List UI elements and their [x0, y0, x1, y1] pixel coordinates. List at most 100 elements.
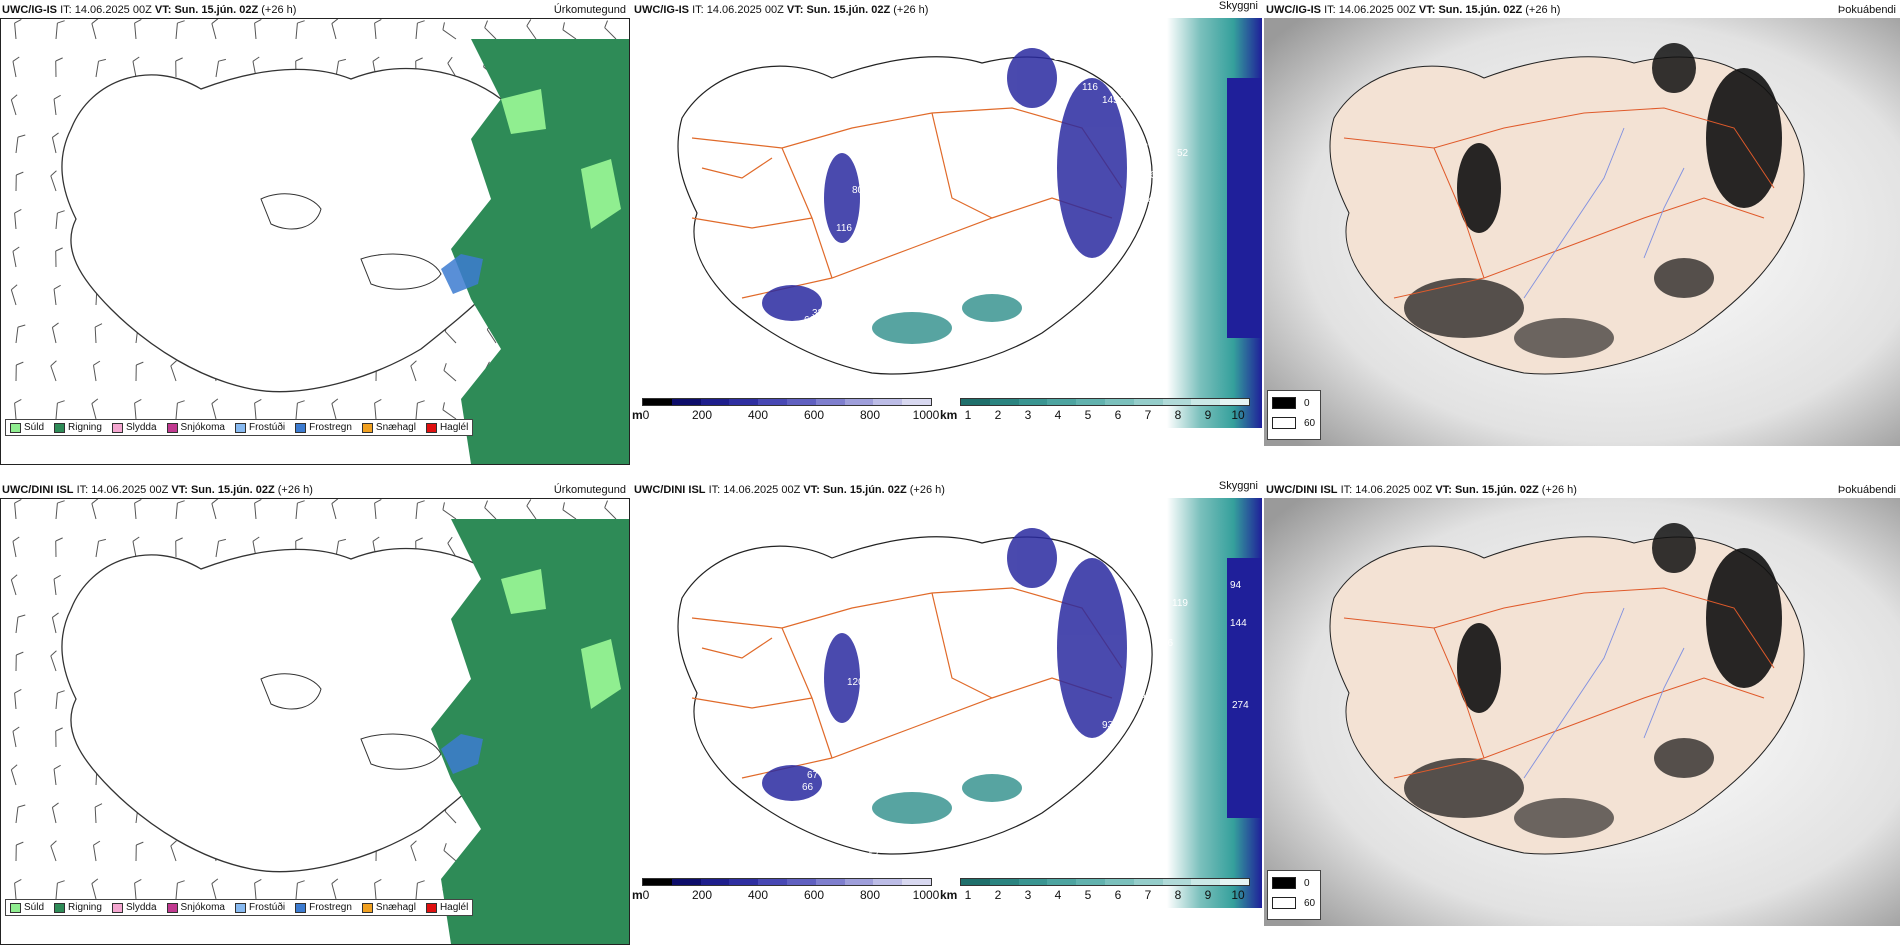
visibility-label: 256 [1132, 102, 1149, 113]
visibility-label: 145 [1102, 95, 1119, 106]
wind-barb [51, 322, 59, 344]
drizzle-area [501, 89, 621, 229]
precip-map: Súld Rigning Slydda Snjókoma Frostúði Frostre… [0, 18, 630, 465]
wind-barb [410, 840, 417, 862]
colorbar-swatch [1220, 879, 1249, 885]
wind-barb [211, 878, 219, 900]
wind-barb [374, 879, 382, 900]
visibility-label: 25 [924, 352, 936, 363]
legend-swatch [234, 422, 246, 433]
glacier-outline [260, 673, 322, 710]
wind-barb [15, 614, 26, 634]
model-name: UWC/IG-IS [1266, 4, 1321, 16]
rivers [1523, 607, 1685, 779]
legend-label: Frostregn [309, 422, 352, 433]
wind-barb [55, 210, 65, 230]
wind-barb [415, 400, 425, 420]
glacier-outline [360, 253, 442, 290]
lead-time: (+26 h) [1541, 484, 1577, 496]
wind-barb [175, 57, 183, 78]
fog-legend-swatch [1272, 877, 1296, 889]
colorbar-swatch [1162, 879, 1192, 885]
visibility-label: 106 [1110, 532, 1127, 543]
colorbar-swatch [786, 399, 816, 405]
colorbar-swatch [1104, 879, 1134, 885]
vt-value: Sun. 15.jún. 02Z [1454, 484, 1539, 496]
wind-barb [53, 764, 61, 786]
wind-barb [526, 19, 537, 40]
visibility-label: 29 [1054, 52, 1066, 63]
wind-barb [254, 399, 262, 420]
wind-barb [12, 56, 20, 78]
it-value: 14.06.2025 00Z [723, 484, 801, 496]
colorbar-tick: 8 [1174, 408, 1182, 422]
visibility-label: 62 [1154, 648, 1166, 659]
legend-item: Snjókoma [166, 902, 225, 913]
visibility-label: 17 [868, 850, 880, 861]
rivers [1523, 127, 1685, 299]
legend-swatch [425, 902, 437, 913]
visibility-label: 52 [1177, 148, 1189, 159]
colorbar-tick: 400 [747, 408, 769, 422]
vt-label: VT: [803, 484, 820, 496]
wind-barb [55, 537, 63, 558]
colorbar-swatch [815, 879, 845, 885]
visibility-label: 35 [938, 370, 950, 381]
colorbar-swatch [786, 879, 816, 885]
colorbar-tick: 1 [964, 408, 972, 422]
wind-barb [484, 500, 497, 520]
wind-barb [562, 22, 577, 40]
wind-barb [175, 500, 185, 520]
freezing-area [441, 254, 483, 294]
colorbar-swatch [1076, 879, 1105, 885]
colorbar-swatch [1133, 399, 1163, 405]
model-row-2: UWC/DINI ISL IT: 14.06.2025 00Z VT: Sun.… [0, 480, 1900, 950]
colorbar-tick: 1000 [912, 888, 940, 902]
visibility-label: 71 [1056, 732, 1068, 743]
wind-barb [415, 500, 425, 520]
wind-barb [295, 20, 305, 40]
panel-title: UWC/IG-IS IT: 14.06.2025 00Z VT: Sun. 15… [1266, 4, 1560, 16]
wind-barb [14, 879, 22, 900]
it-label: IT: [60, 4, 72, 16]
colorbar-tick: 0 [642, 888, 650, 902]
wind-barb [50, 170, 57, 192]
panel-title: UWC/DINI ISL IT: 14.06.2025 00Z VT: Sun.… [2, 484, 313, 496]
legend-label: Rigning [68, 902, 102, 913]
visibility-colorbar: km 1 2 3 4 5 6 7 8 9 10 [940, 878, 1250, 902]
wind-barb [14, 209, 22, 230]
wind-barb [93, 360, 101, 382]
deep-low-visibility [1227, 78, 1262, 338]
colorbar-tick: 10 [1231, 888, 1245, 902]
vt-label: VT: [1418, 4, 1436, 16]
visibility-map: 106 79 46 119 86 66 62 87 80 71 93 94 144 274 120 67 66 2… [632, 498, 1262, 908]
model-name: UWC/IG-IS [2, 4, 57, 16]
visibility-label: 25 [847, 350, 859, 361]
wind-barb [443, 843, 457, 862]
colorbar-tick: 1000 [912, 408, 940, 422]
colorbar-tick: 3 [1024, 888, 1032, 902]
lead-time: (+26 h) [909, 484, 945, 496]
wind-barb [51, 132, 59, 154]
legend-item: Rigning [54, 902, 102, 913]
fog-legend-label: 60 [1304, 897, 1316, 909]
rain-area [451, 39, 629, 464]
fog-legend: 0 60 [1267, 870, 1321, 920]
wind-barb [175, 20, 185, 40]
wind-barb [254, 879, 262, 900]
wind-barb [211, 498, 219, 520]
it-label: IT: [1324, 4, 1336, 16]
colorbar-swatch [815, 399, 845, 405]
colorbar-tick: 400 [747, 888, 769, 902]
visibility-colorbar-scale [960, 398, 1250, 406]
colorbar-tick: 5 [1084, 408, 1092, 422]
fog-map-graphic [1264, 18, 1900, 446]
wind-barb [442, 402, 457, 420]
colorbar-tick: 9 [1204, 888, 1212, 902]
visibility-label: 153 [1120, 90, 1137, 101]
visibility-label: 116 [836, 223, 852, 234]
legend-item: Frostúði [234, 422, 285, 433]
legend-item: Haglél [425, 902, 468, 913]
legend-item: Súld [10, 422, 44, 433]
